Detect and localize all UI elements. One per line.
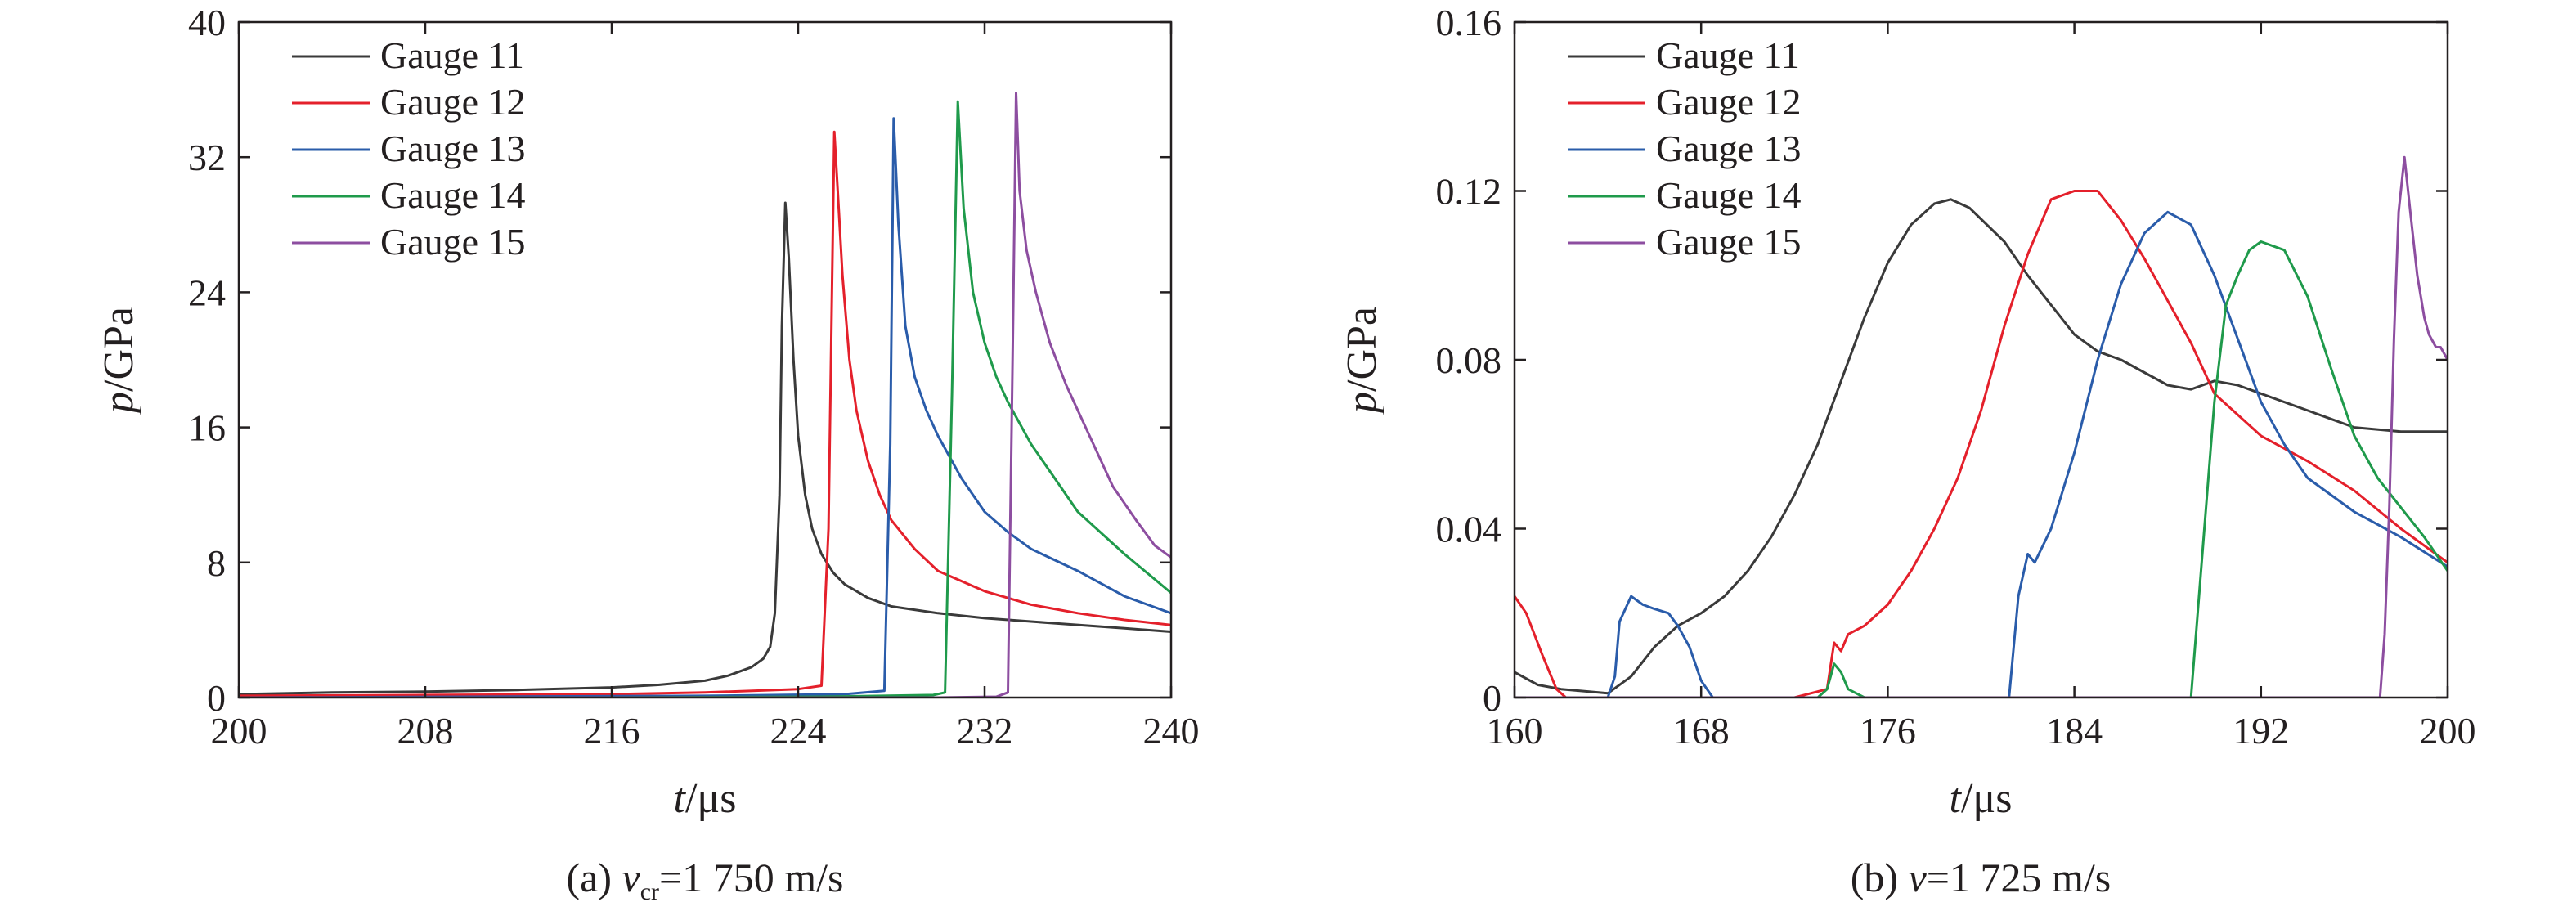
caption-subscript: cr — [640, 878, 659, 905]
series-line-gauge-11 — [1515, 198, 2448, 695]
series-line-gauge-14 — [1515, 240, 2448, 698]
caption-value: =1 725 m/s — [1927, 855, 2111, 900]
x-axis-unit: /μs — [1961, 775, 2013, 822]
chart-b: 160 168 176 184 192 200 0 0.04 0.08 0.12 0.16 t/μs p… — [1339, 2, 2476, 900]
y-tick-label: 8 — [207, 542, 226, 584]
x-axis-variable: t — [673, 775, 686, 822]
y-axis-variable: p — [1339, 392, 1385, 416]
legend-entry: Gauge 11 — [380, 34, 524, 76]
series-line-gauge-11 — [239, 201, 1171, 696]
series-line-gauge-13 — [239, 117, 1171, 698]
legend-entry: Gauge 12 — [1656, 81, 1802, 123]
x-axis-unit: /μs — [685, 775, 737, 822]
legend-entry: Gauge 14 — [1656, 174, 1802, 216]
x-tick-label: 232 — [957, 710, 1013, 752]
legend: Gauge 11 Gauge 12 Gauge 13 Gauge 14 Gauge 15 — [1568, 34, 1802, 263]
chart-a: 200 208 216 224 232 240 0 8 16 24 32 40 t/μs p/GPa Gau… — [96, 2, 1200, 905]
plot-frame — [1513, 20, 2449, 699]
legend-entry: Gauge 14 — [380, 174, 526, 216]
x-tick-label: 208 — [397, 710, 454, 752]
series-line-gauge-15 — [239, 92, 1171, 698]
x-axis-label: t/μs — [1949, 775, 2012, 822]
chart-caption: (b) v=1 725 m/s — [1851, 855, 2111, 900]
x-tick-label: 216 — [584, 710, 640, 752]
x-axis-label: t/μs — [673, 775, 736, 822]
legend-entry: Gauge 12 — [380, 81, 526, 123]
series-line-gauge-13 — [1515, 210, 2448, 698]
y-tick-label: 0.08 — [1436, 339, 1502, 381]
y-axis-unit: /GPa — [96, 307, 142, 392]
legend-entry: Gauge 13 — [1656, 128, 1802, 169]
y-tick-label: 40 — [188, 2, 226, 43]
legend-entry: Gauge 13 — [380, 128, 526, 169]
y-tick-label: 0.12 — [1436, 171, 1502, 213]
y-axis-label: p/GPa — [1339, 307, 1385, 416]
caption-variable: v — [1909, 855, 1928, 900]
plot-frame — [237, 20, 1173, 699]
x-tick-label: 160 — [1487, 710, 1543, 752]
y-axis-variable: p — [96, 392, 142, 416]
caption-value: =1 750 m/s — [659, 855, 843, 900]
y-tick-label: 0 — [207, 677, 226, 719]
y-axis-unit: /GPa — [1339, 307, 1385, 392]
y-tick-label: 0.04 — [1436, 509, 1502, 550]
x-tick-label: 168 — [1673, 710, 1730, 752]
x-tick-label: 224 — [770, 710, 827, 752]
x-axis-variable: t — [1949, 775, 1962, 822]
legend: Gauge 11 Gauge 12 Gauge 13 Gauge 14 Gauge 15 — [292, 34, 526, 263]
series-line-gauge-15 — [1515, 155, 2448, 698]
legend-entry: Gauge 15 — [380, 221, 526, 263]
x-tick-label: 176 — [1860, 710, 1916, 752]
caption-prefix: (a) — [567, 855, 622, 900]
legend-entry: Gauge 11 — [1656, 34, 1800, 76]
chart-caption: (a) vcr=1 750 m/s — [567, 855, 844, 905]
series-group — [1515, 155, 2448, 698]
series-line-gauge-14 — [239, 100, 1171, 698]
x-tick-label: 240 — [1143, 710, 1200, 752]
caption-variable: v — [622, 855, 641, 900]
caption-prefix: (b) — [1851, 855, 1909, 900]
x-tick-label: 184 — [2046, 710, 2103, 752]
series-line-gauge-12 — [239, 130, 1171, 698]
y-tick-label: 32 — [188, 137, 226, 178]
x-tick-label: 192 — [2233, 710, 2289, 752]
y-axis-label: p/GPa — [96, 307, 142, 416]
x-tick-label: 200 — [211, 710, 267, 752]
y-tick-label: 0.16 — [1436, 2, 1502, 43]
y-tick-label: 0 — [1483, 677, 1501, 719]
legend-entry: Gauge 15 — [1656, 221, 1802, 263]
series-line-gauge-12 — [1515, 190, 2448, 698]
y-tick-label: 24 — [188, 272, 226, 313]
y-tick-label: 16 — [188, 407, 226, 449]
x-tick-label: 200 — [2420, 710, 2476, 752]
series-group — [239, 92, 1171, 698]
